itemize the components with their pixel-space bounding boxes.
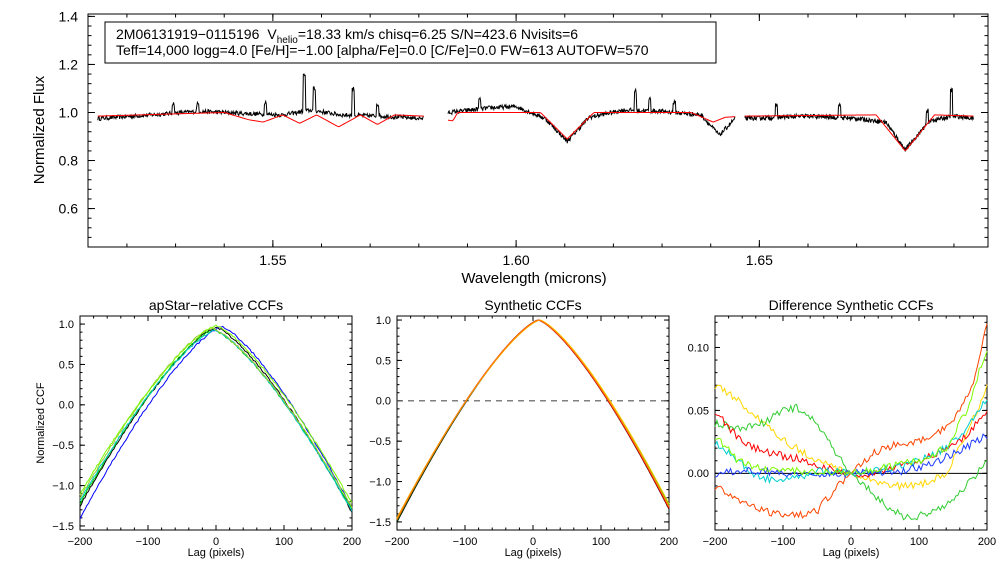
y-tick-label: 0.5 bbox=[59, 359, 74, 371]
annotation-line-2: Teff=14,000 logg=4.0 [Fe/H]=−1.00 [alpha… bbox=[116, 42, 649, 58]
x-tick-label: 0 bbox=[213, 536, 219, 548]
synthetic-ccf-synth-5 bbox=[396, 319, 670, 519]
model-spectrum-chip-2 bbox=[447, 111, 736, 140]
annotation-line-1: 2M06131919−0115196 Vhelio=18.33 km/s chis… bbox=[116, 26, 578, 46]
annotation-v-subscript: helio bbox=[277, 35, 299, 46]
y-tick-label: 0.00 bbox=[688, 468, 709, 480]
x-tick-label: −100 bbox=[453, 536, 478, 548]
y-tick-label: 1.4 bbox=[59, 8, 79, 24]
x-tick-label: 0 bbox=[530, 536, 536, 548]
apstar-ccf-visit-2 bbox=[79, 325, 353, 520]
apstar-ccf-y-axis-label: Normalized CCF bbox=[35, 382, 47, 464]
x-tick-label: −100 bbox=[136, 536, 161, 548]
apstar-ccf-plot-frame bbox=[79, 315, 353, 531]
difference-ccf-panel: Difference Synthetic CCFs −200 −100 0 100 20… bbox=[688, 297, 997, 559]
x-tick-label: 200 bbox=[978, 536, 996, 548]
y-tick-label: 0.8 bbox=[59, 152, 79, 168]
observed-spectrum-chip-3 bbox=[744, 87, 974, 152]
y-tick-label: 0.6 bbox=[59, 200, 79, 216]
y-tick-label: −0.5 bbox=[369, 436, 391, 448]
y-tick-label: −1.5 bbox=[52, 521, 74, 533]
x-tick-label: −200 bbox=[703, 536, 728, 548]
apstar-ccf-panel: apStar−relative CCFs −200 −100 0 100 200 −1.5… bbox=[35, 297, 361, 559]
x-tick-label: 1.60 bbox=[502, 252, 529, 268]
spectrum-panel: 1.55 1.60 1.65 0.6 0.8 1.0 1.2 1.4 2M06131919−0… bbox=[31, 8, 989, 287]
difference-ccf-x-axis-label: Lag (pixels) bbox=[823, 547, 880, 559]
x-tick-label: 200 bbox=[343, 536, 361, 548]
difference-ccf-diff-cyan bbox=[714, 399, 988, 485]
y-tick-label: −0.5 bbox=[52, 440, 74, 452]
synthetic-ccf-title: Synthetic CCFs bbox=[484, 297, 581, 313]
synthetic-ccf-panel: Synthetic CCFs −200 −100 0 100 200 −1.5 −1.0 −0… bbox=[369, 297, 678, 559]
synthetic-ccf-x-axis-label: Lag (pixels) bbox=[505, 547, 562, 559]
x-tick-label: 100 bbox=[592, 536, 610, 548]
difference-ccf-diff-orange bbox=[714, 323, 988, 519]
observed-spectrum-chip-2 bbox=[447, 87, 736, 144]
y-tick-label: 0.5 bbox=[376, 355, 391, 367]
y-tick-label: −1.5 bbox=[369, 517, 391, 529]
y-tick-label: 1.0 bbox=[376, 315, 391, 327]
y-tick-label: 1.0 bbox=[59, 104, 79, 120]
observed-spectrum-chip-1 bbox=[97, 73, 424, 121]
y-tick-label: −1.0 bbox=[369, 476, 391, 488]
apstar-ccf-visit-3 bbox=[79, 328, 353, 510]
annotation-v-label: V bbox=[267, 26, 277, 42]
apstar-ccf-ticks: −200 −100 0 100 200 −1.5 −1.0 −0.5 0.0 0.5 1.0 bbox=[52, 315, 361, 548]
x-tick-label: −200 bbox=[68, 536, 93, 548]
x-tick-label: 100 bbox=[910, 536, 928, 548]
y-tick-label: 1.2 bbox=[59, 56, 79, 72]
spectrum-annotation-box bbox=[104, 21, 717, 64]
x-tick-label: 0 bbox=[848, 536, 854, 548]
model-spectrum-line bbox=[97, 111, 974, 151]
x-tick-label: −200 bbox=[385, 536, 410, 548]
apstar-ccf-visit-4 bbox=[79, 329, 353, 512]
difference-ccf-diff-green bbox=[714, 403, 988, 521]
difference-ccf-diff-blue bbox=[714, 433, 988, 479]
y-tick-label: 0.0 bbox=[376, 396, 391, 408]
x-tick-label: 1.65 bbox=[746, 252, 773, 268]
apstar-ccf-visit-5 bbox=[79, 327, 353, 509]
annotation-line-1-rest: =18.33 km/s chisq=6.25 S/N=423.6 Nvisits… bbox=[298, 26, 578, 42]
apstar-ccf-x-axis-label: Lag (pixels) bbox=[188, 547, 245, 559]
apstar-ccf-lines bbox=[79, 324, 353, 520]
model-spectrum-chip-1 bbox=[97, 112, 424, 128]
y-tick-label: 0.05 bbox=[688, 405, 709, 417]
x-tick-label: −100 bbox=[771, 536, 796, 548]
spectrum-x-axis-label: Wavelength (microns) bbox=[461, 270, 606, 287]
difference-ccf-ticks: −200 −100 0 100 200 0.00 0.05 0.10 bbox=[688, 316, 996, 548]
x-tick-label: 100 bbox=[275, 536, 293, 548]
observed-spectrum-line bbox=[97, 73, 974, 152]
synthetic-ccf-synth-2 bbox=[396, 319, 670, 519]
difference-ccf-lines bbox=[714, 323, 988, 521]
synthetic-ccf-plot-frame bbox=[396, 315, 670, 531]
synthetic-ccf-synth-3 bbox=[396, 319, 670, 521]
model-spectrum-chip-3 bbox=[744, 114, 974, 151]
apstar-ccf-visit-1 bbox=[79, 326, 353, 513]
y-tick-label: −1.0 bbox=[52, 480, 74, 492]
synthetic-ccf-synth-4 bbox=[396, 319, 670, 520]
apstar-ccf-title: apStar−relative CCFs bbox=[149, 297, 283, 313]
difference-ccf-plot-frame bbox=[714, 315, 988, 531]
difference-ccf-diff-lightgreen bbox=[714, 351, 988, 477]
x-tick-label: 1.55 bbox=[259, 252, 286, 268]
synthetic-ccf-synth-1 bbox=[396, 319, 670, 523]
spectrum-ticks: 1.55 1.60 1.65 0.6 0.8 1.0 1.2 1.4 bbox=[59, 8, 988, 268]
annotation-star-id: 2M06131919−0115196 bbox=[116, 26, 260, 42]
y-tick-label: 0.0 bbox=[59, 400, 74, 412]
difference-ccf-title: Difference Synthetic CCFs bbox=[769, 297, 934, 313]
spectrum-y-axis-label: Normalized Flux bbox=[31, 75, 48, 184]
spectrum-plot-frame bbox=[87, 13, 989, 248]
synthetic-ccf-ticks: −200 −100 0 100 200 −1.5 −1.0 −0.5 0.0 0.5 1.0 bbox=[369, 315, 678, 548]
x-tick-label: 200 bbox=[660, 536, 678, 548]
synthetic-ccf-lines bbox=[396, 319, 670, 523]
apstar-ccf-visit-6 bbox=[79, 324, 353, 503]
y-tick-label: 1.0 bbox=[59, 319, 74, 331]
y-tick-label: 0.10 bbox=[688, 342, 709, 354]
